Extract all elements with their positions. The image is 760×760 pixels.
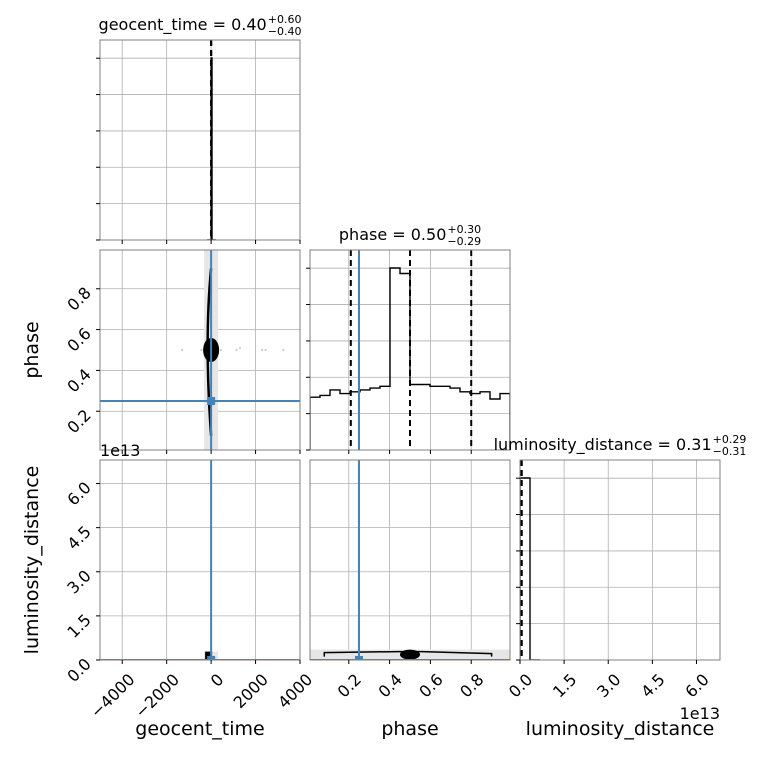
panel-luminosity_distance-luminosity_distance [516, 459, 721, 664]
yaxis-label-phase: phase [21, 321, 43, 378]
scatter-point-3 [235, 348, 238, 352]
xtick-label-geocent_time-1: −2000 [131, 670, 183, 722]
ytick-label-luminosity_distance-4: 6.0 [63, 478, 94, 509]
panel-content-phase-phase [310, 250, 510, 450]
panel-phase-luminosity_distance [309, 459, 511, 664]
title-luminosity_distance: luminosity_distance = 0.31 +0.29−0.31 [494, 433, 747, 458]
truth-point-geocent_time-phase [207, 397, 216, 406]
panel-frame-luminosity_distance-luminosity_distance [519, 459, 721, 661]
ytick-label-phase-2: 0.6 [63, 324, 94, 355]
title-geocent_time: geocent_time = 0.40 +0.60−0.40 [99, 13, 302, 38]
xtick-label-geocent_time-0: −4000 [87, 670, 139, 722]
histogram-geocent_time [207, 57, 216, 240]
panel-content-geocent_time-geocent_time [207, 40, 216, 240]
panel-geocent_time-luminosity_distance [96, 459, 301, 664]
offset-label-x: 1e13 [680, 704, 720, 723]
xaxis-label-phase: phase [381, 718, 438, 740]
ytick-label-luminosity_distance-1: 1.5 [63, 610, 94, 641]
xtick-label-luminosity_distance-2: 3.0 [593, 670, 624, 701]
title-text-geocent_time: geocent_time = 0.40 [99, 15, 267, 35]
density-core [400, 649, 420, 660]
scatter-point-0 [181, 348, 184, 352]
panel-geocent_time-phase [96, 249, 301, 454]
truth-point-geocent_time-luminosity_distance [207, 656, 216, 660]
scatter-point-7 [282, 348, 285, 352]
xtick-label-phase-1: 0.4 [374, 670, 405, 701]
xtick-label-phase-2: 0.6 [415, 670, 446, 701]
ytick-label-luminosity_distance-3: 4.5 [63, 522, 94, 553]
xtick-label-luminosity_distance-1: 1.5 [549, 670, 580, 701]
xtick-label-luminosity_distance-4: 6.0 [681, 670, 712, 701]
panel-content-geocent_time-phase [100, 250, 300, 450]
histogram-phase [310, 267, 510, 450]
panel-content-luminosity_distance-luminosity_distance [520, 460, 540, 660]
xtick-label-luminosity_distance-0: 0.0 [505, 670, 536, 701]
title-sup-geocent_time: +0.60 [268, 13, 302, 26]
scatter-point-5 [261, 348, 264, 352]
panel-frame-geocent_time-geocent_time [99, 39, 301, 241]
xaxis-label-geocent_time: geocent_time [135, 718, 264, 740]
title-sup-luminosity_distance: +0.29 [713, 433, 747, 446]
xtick-label-geocent_time-4: 4000 [274, 670, 316, 712]
truth-point-phase-luminosity_distance [354, 656, 363, 660]
xaxis-label-luminosity_distance: luminosity_distance [526, 718, 715, 740]
title-text-phase: phase = 0.50 [339, 225, 446, 244]
title-sub-phase: −0.29 [447, 235, 481, 248]
panel-frame-phase-phase [309, 249, 511, 451]
density-core [205, 651, 213, 660]
xtick-label-phase-0: 0.2 [334, 670, 365, 701]
scatter-point-6 [264, 348, 267, 352]
panel-frame-geocent_time-luminosity_distance [99, 459, 301, 661]
panel-geocent_time-geocent_time [96, 39, 301, 244]
xtick-label-phase-3: 0.8 [456, 670, 487, 701]
scatter-point-4 [238, 346, 242, 350]
title-sub-geocent_time: −0.40 [268, 25, 302, 38]
histogram-luminosity_distance [520, 477, 540, 660]
panel-content-geocent_time-luminosity_distance [100, 460, 300, 660]
ytick-label-phase-3: 0.8 [63, 283, 94, 314]
xtick-label-geocent_time-2: 0 [207, 670, 228, 691]
panel-content-phase-luminosity_distance [310, 460, 510, 660]
ytick-label-phase-1: 0.4 [63, 365, 94, 396]
panel-frame-geocent_time-phase [99, 249, 301, 451]
panel-phase-phase [306, 249, 511, 454]
ytick-label-phase-0: 0.2 [63, 406, 94, 437]
ytick-label-luminosity_distance-0: 0.0 [63, 654, 94, 685]
offset-label-y: 1e13 [100, 441, 140, 460]
title-sup-phase: +0.30 [447, 223, 481, 236]
xtick-label-luminosity_distance-3: 4.5 [637, 670, 668, 701]
xtick-label-geocent_time-3: 2000 [230, 670, 272, 712]
scatter-point-1 [200, 348, 203, 352]
title-sub-luminosity_distance: −0.31 [713, 445, 747, 458]
ytick-label-luminosity_distance-2: 3.0 [63, 566, 94, 597]
yaxis-label-luminosity_distance: luminosity_distance [21, 466, 43, 655]
title-text-luminosity_distance: luminosity_distance = 0.31 [494, 435, 712, 455]
title-phase: phase = 0.50 +0.30−0.29 [339, 223, 481, 248]
scatter-point-2 [220, 348, 223, 352]
panel-frame-phase-luminosity_distance [309, 459, 511, 661]
